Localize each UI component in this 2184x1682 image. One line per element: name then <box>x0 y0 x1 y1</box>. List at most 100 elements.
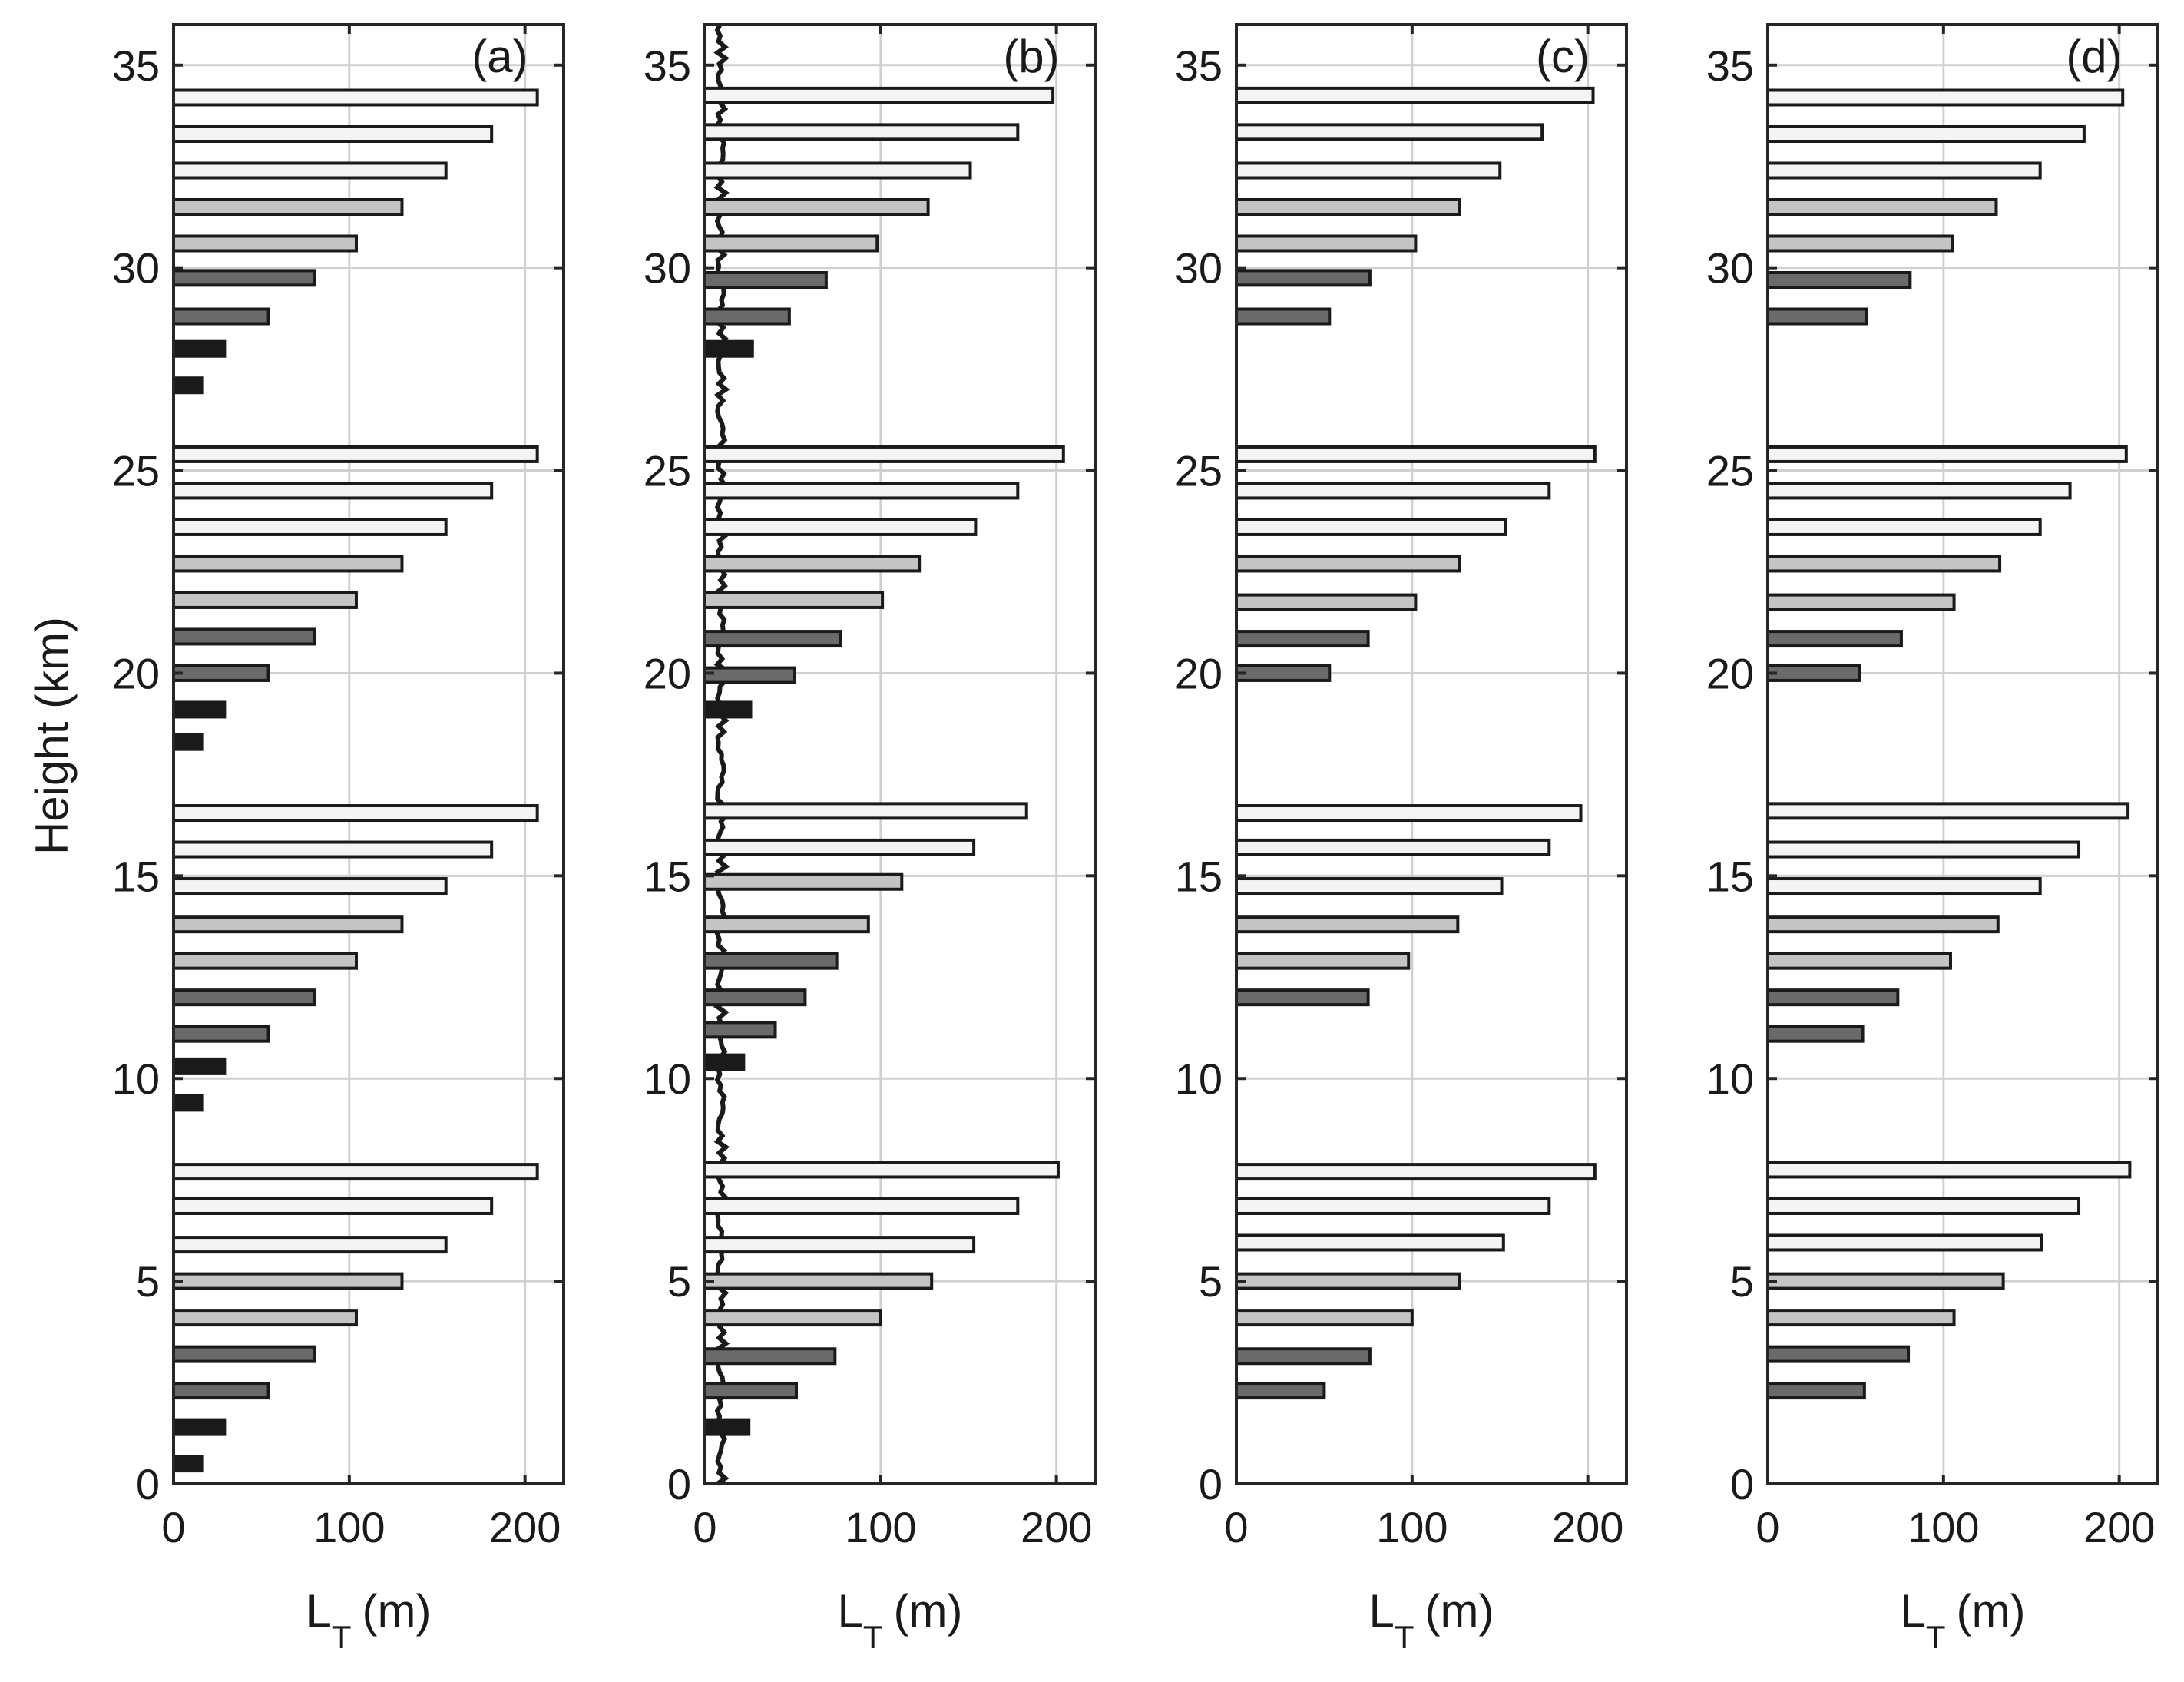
panel-c-bar-14 <box>1235 630 1370 648</box>
y-tick-label: 35 <box>1706 41 1754 90</box>
panel-d-bar-21 <box>1766 307 1868 326</box>
panel-a-bar-20 <box>172 664 270 682</box>
panel-a-bar-33 <box>172 161 448 180</box>
x-axis-title-main: L <box>838 1585 863 1637</box>
panel-a-bar-31 <box>172 234 358 253</box>
panel-a: 0 100 200 0 5 10 15 20 25 30 35 (a) LT (m) <box>112 23 565 1655</box>
y-tick-label: 0 <box>1199 1460 1223 1508</box>
y-tick-label: 25 <box>1706 447 1754 495</box>
panel-a-bar-16 <box>172 840 494 859</box>
panel-d-bar-12 <box>1766 840 2081 859</box>
panel-a-bar-11 <box>172 1025 270 1043</box>
panel-a-bar-21 <box>172 627 316 646</box>
panel-b-bar-20 <box>703 555 922 573</box>
panel-c-bar-2 <box>1235 1309 1414 1327</box>
panel-b-bar-3 <box>703 1309 882 1327</box>
panel-d-bar-20 <box>1766 445 2128 463</box>
y-tick-label: 25 <box>1175 447 1223 495</box>
panel-d-bar-1 <box>1766 1345 1911 1363</box>
y-tick-label: 25 <box>112 447 160 495</box>
y-tick-label: 20 <box>1175 649 1223 697</box>
panel-b-bar-28 <box>703 198 930 216</box>
panel-b-bar-5 <box>703 1236 976 1254</box>
panel-c-bar-15 <box>1235 593 1418 611</box>
x-tick-label: 100 <box>845 1503 916 1551</box>
panel-b-bar-18 <box>703 630 842 648</box>
panel-a-label: (a) <box>472 31 528 82</box>
panel-a-bar-29 <box>172 307 270 326</box>
y-tick-label: 0 <box>1730 1460 1754 1508</box>
y-tick-label: 5 <box>667 1257 691 1306</box>
panel-b-bar-11 <box>703 952 839 970</box>
panel-d-bar-4 <box>1766 1233 2043 1252</box>
panel-d-label: (d) <box>2066 31 2122 82</box>
panel-c-bar-19 <box>1235 445 1597 463</box>
panel-d-bar-22 <box>1766 271 1912 289</box>
x-axis-title-main: L <box>306 1585 332 1637</box>
x-tick-label: 200 <box>1552 1503 1623 1551</box>
panel-b-bar-10 <box>703 988 807 1007</box>
panel-b-bar-22 <box>703 482 1020 500</box>
panel-c-bar-3 <box>1235 1272 1461 1290</box>
x-tick-label: 0 <box>1224 1503 1248 1551</box>
panel-c-x-axis-title: LT (m) <box>1369 1585 1494 1655</box>
panel-b-bar-26 <box>703 271 828 289</box>
panel-c-bar-8 <box>1235 952 1411 970</box>
x-axis-title-unit: (m) <box>1957 1585 2026 1637</box>
panel-d-bar-18 <box>1766 518 2042 536</box>
panel-b-x-axis-title: LT (m) <box>838 1585 963 1655</box>
panel-b-bar-30 <box>703 123 1020 141</box>
panel-d-bar-16 <box>1766 593 1956 611</box>
x-axis-title-main: L <box>1369 1585 1395 1637</box>
y-tick-label: 10 <box>112 1055 160 1103</box>
panel-d-bar-2 <box>1766 1309 1956 1327</box>
panel-b-bar-27 <box>703 234 879 253</box>
panel-d-bar-7 <box>1766 1025 1865 1043</box>
panel-a-bar-18 <box>172 733 204 751</box>
x-axis-title-unit: (m) <box>362 1585 432 1637</box>
panel-d-bar-27 <box>1766 88 2125 107</box>
panel-a-bar-1 <box>172 1418 227 1436</box>
panel-a-bar-5 <box>172 1272 404 1290</box>
panel-d-bar-17 <box>1766 555 2002 573</box>
panel-a-x-axis-title: LT (m) <box>306 1585 432 1655</box>
panel-c-bar-6 <box>1235 1163 1597 1181</box>
x-tick-label: 200 <box>1021 1503 1092 1551</box>
panel-d-bar-25 <box>1766 161 2042 180</box>
y-tick-label: 5 <box>136 1257 160 1306</box>
y-tick-label: 15 <box>112 852 160 900</box>
panel-a-bar-14 <box>172 915 404 934</box>
panel-a-bar-12 <box>172 988 316 1007</box>
panel-b-bar-14 <box>703 838 976 856</box>
panel-d-x-axis-title: LT (m) <box>1901 1585 2026 1655</box>
y-tick-label: 5 <box>1730 1257 1754 1306</box>
panel-a-bar-25 <box>172 482 494 500</box>
panel-b-bar-0 <box>703 1418 751 1436</box>
panel-b-bar-16 <box>703 700 753 719</box>
panel-d-bar-3 <box>1766 1272 2005 1290</box>
panel-a-bar-7 <box>172 1197 494 1215</box>
panel-c-bar-16 <box>1235 555 1461 573</box>
y-tick-label: 30 <box>112 244 160 293</box>
y-tick-label: 10 <box>1706 1055 1754 1103</box>
panel-a-bar-13 <box>172 952 358 970</box>
panel-c-bar-7 <box>1235 988 1370 1007</box>
panel-a-axes-frame <box>172 23 565 1485</box>
panel-a-bar-9 <box>172 1094 204 1112</box>
y-axis-title: Height (km) <box>26 617 78 855</box>
panel-a-bar-19 <box>172 700 227 719</box>
y-tick-label: 0 <box>667 1460 691 1508</box>
panel-b-bar-31 <box>703 86 1055 104</box>
y-tick-label: 30 <box>644 244 691 293</box>
panel-d-axes-frame <box>1766 23 2159 1485</box>
panel-b-bar-8 <box>703 1053 746 1071</box>
panel-a-bar-28 <box>172 339 227 358</box>
panel-d-bar-11 <box>1766 877 2042 896</box>
panel-a-bar-32 <box>172 198 404 216</box>
panel-d-bar-19 <box>1766 482 2072 500</box>
panel-c-bar-24 <box>1235 161 1502 180</box>
panel-b-bar-21 <box>703 518 978 536</box>
x-tick-label: 0 <box>693 1503 716 1551</box>
